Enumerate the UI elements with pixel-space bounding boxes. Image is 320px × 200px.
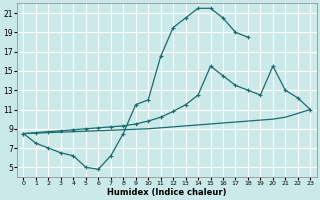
X-axis label: Humidex (Indice chaleur): Humidex (Indice chaleur): [107, 188, 227, 197]
